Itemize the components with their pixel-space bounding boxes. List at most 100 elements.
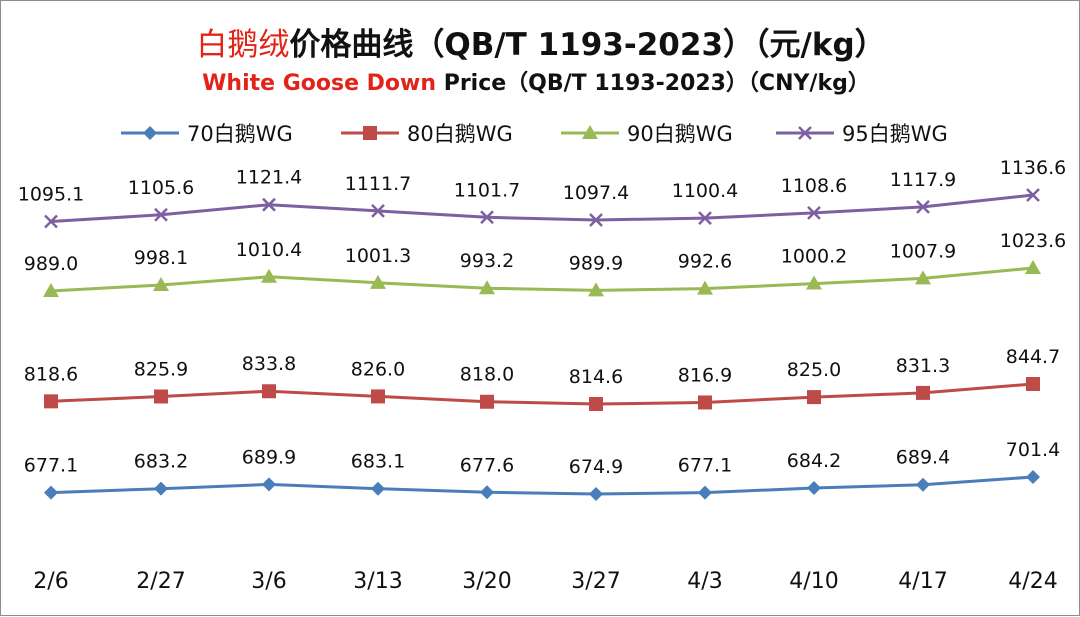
x-tick-label: 2/6: [33, 569, 68, 594]
data-label-95wg: 1111.7: [345, 173, 411, 195]
data-label-70wg: 677.1: [24, 455, 78, 477]
legend-marker-90wg: [582, 125, 598, 139]
data-point-70wg: [1026, 470, 1040, 484]
legend: 70白鹅WG 80白鹅WG 90白鹅WG 95白鹅WG: [121, 122, 948, 146]
series-line-95wg: [50, 193, 1034, 223]
x-tick-label: 4/17: [898, 569, 947, 594]
data-label-90wg: 993.2: [460, 250, 514, 272]
data-label-70wg: 683.2: [134, 451, 188, 473]
legend-marker-70wg: [143, 126, 157, 140]
data-point-95wg: [262, 197, 276, 212]
data-point-80wg: [807, 390, 821, 405]
data-point-80wg: [262, 384, 276, 399]
legend-item-95wg: 95白鹅WG: [776, 122, 948, 146]
data-label-80wg: 818.6: [24, 363, 78, 385]
data-point-80wg: [44, 394, 58, 409]
data-label-95wg: 1121.4: [236, 167, 302, 189]
data-point-70wg: [262, 477, 276, 492]
data-label-80wg: 814.6: [569, 366, 623, 388]
data-label-70wg: 683.1: [351, 451, 405, 473]
data-point-90wg: [261, 268, 277, 283]
data-point-80wg: [480, 394, 494, 409]
series-70wg: 677.1 683.2 689.9 683.1 677.6 674.9 677.1 684.2…: [24, 439, 1060, 501]
data-label-90wg: 1001.3: [345, 245, 411, 267]
data-point-90wg: [697, 280, 713, 295]
data-point-95wg: [480, 210, 494, 225]
x-axis: 2/6 2/27 3/6 3/13 3/20 3/27 4/3 4/10 4/17 4/24: [33, 569, 1057, 594]
data-point-95wg: [371, 203, 385, 218]
data-point-70wg: [44, 485, 58, 500]
x-tick-label: 3/27: [571, 569, 620, 594]
x-tick-label: 4/10: [789, 569, 838, 594]
data-label-70wg: 689.9: [242, 446, 296, 468]
data-label-90wg: 989.0: [24, 253, 78, 275]
data-label-90wg: 1007.9: [890, 240, 956, 262]
data-label-70wg: 684.2: [787, 450, 841, 472]
x-tick-label: 4/24: [1008, 569, 1057, 594]
data-point-90wg: [370, 274, 386, 289]
data-label-80wg: 844.7: [1006, 346, 1060, 368]
data-label-70wg: 701.4: [1006, 439, 1060, 461]
x-tick-label: 4/3: [687, 569, 722, 594]
x-tick-label: 3/6: [251, 569, 286, 594]
series-line-90wg: [50, 266, 1034, 293]
legend-item-70wg: 70白鹅WG: [121, 122, 293, 146]
data-point-80wg: [589, 397, 603, 411]
series-line-70wg: [50, 475, 1034, 496]
legend-marker-80wg: [363, 126, 377, 140]
chart-title-en-highlight: White Goose Down: [202, 71, 436, 96]
series-80wg: 818.6 825.9 833.8 826.0 818.0 814.6 816.9 825.0…: [24, 346, 1060, 411]
data-label-80wg: 825.9: [134, 359, 188, 381]
series-95wg: 1095.1 1105.6 1121.4 1111.7 1101.7 1097.4 1100…: [18, 157, 1066, 229]
data-point-70wg: [916, 477, 930, 492]
legend-label-90wg: 90白鹅WG: [627, 122, 733, 146]
data-label-95wg: 1101.7: [454, 179, 520, 201]
data-label-95wg: 1095.1: [18, 184, 84, 206]
data-label-70wg: 689.4: [896, 447, 950, 469]
data-point-90wg: [479, 280, 495, 295]
data-point-70wg: [698, 485, 712, 500]
data-point-70wg: [154, 481, 168, 496]
data-label-80wg: 818.0: [460, 364, 514, 386]
data-point-80wg: [698, 395, 712, 410]
legend-label-95wg: 95白鹅WG: [842, 122, 948, 146]
series-line-80wg: [50, 382, 1034, 406]
data-point-95wg: [154, 207, 168, 222]
data-point-80wg: [916, 385, 930, 400]
data-label-80wg: 816.9: [678, 365, 732, 387]
data-point-70wg: [371, 481, 385, 496]
data-label-95wg: 1097.4: [563, 182, 629, 204]
data-point-80wg: [1026, 377, 1040, 391]
data-point-90wg: [915, 270, 931, 285]
series-90wg: 989.0 998.1 1010.4 1001.3 993.2 989.9 992.6 100…: [24, 230, 1066, 297]
data-point-95wg: [698, 211, 712, 225]
data-point-95wg: [44, 214, 58, 229]
data-point-90wg: [153, 276, 169, 291]
data-label-90wg: 989.9: [569, 252, 623, 274]
x-tick-label: 3/13: [353, 569, 402, 594]
x-tick-label: 2/27: [136, 569, 185, 594]
data-point-95wg: [1026, 188, 1040, 202]
data-label-90wg: 998.1: [134, 247, 188, 269]
data-point-80wg: [371, 389, 385, 404]
data-label-70wg: 674.9: [569, 456, 623, 478]
data-point-90wg: [806, 275, 822, 290]
chart-title-cn: 白鹅绒价格曲线（QB/T 1193-2023）（元/kg）: [196, 27, 885, 63]
data-point-90wg: [588, 282, 604, 297]
legend-item-80wg: 80白鹅WG: [341, 122, 513, 146]
legend-label-70wg: 70白鹅WG: [187, 122, 293, 146]
data-label-90wg: 992.6: [678, 251, 732, 273]
data-label-80wg: 833.8: [242, 353, 296, 375]
data-point-70wg: [589, 487, 603, 501]
chart-title-cn-highlight: 白鹅绒: [196, 27, 289, 63]
chart-title-cn-rest: 价格曲线（QB/T 1193-2023）（元/kg）: [289, 27, 885, 63]
legend-marker-95wg: [798, 126, 812, 140]
legend-label-80wg: 80白鹅WG: [407, 122, 513, 146]
data-label-90wg: 1010.4: [236, 239, 302, 261]
data-label-80wg: 825.0: [787, 359, 841, 381]
series-layer: 677.1 683.2 689.9 683.1 677.6 674.9 677.1 684.2…: [18, 157, 1066, 501]
data-label-80wg: 831.3: [896, 355, 950, 377]
data-label-95wg: 1108.6: [781, 175, 847, 197]
